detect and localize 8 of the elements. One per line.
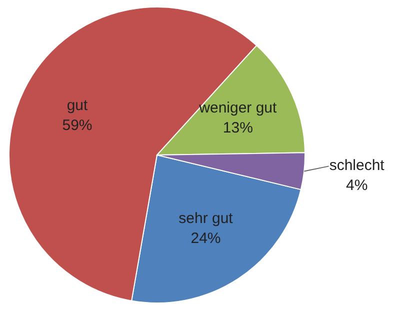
data-label: 24% (190, 230, 221, 248)
data-label: 13% (222, 119, 253, 136)
slice-label: gut (66, 96, 89, 114)
data-label: 59% (62, 116, 92, 134)
slice-label: sehr gut (178, 210, 234, 228)
slice-label: weniger gut (198, 99, 278, 116)
data-label: 4% (346, 177, 368, 194)
slice-label: schlecht (329, 157, 386, 174)
